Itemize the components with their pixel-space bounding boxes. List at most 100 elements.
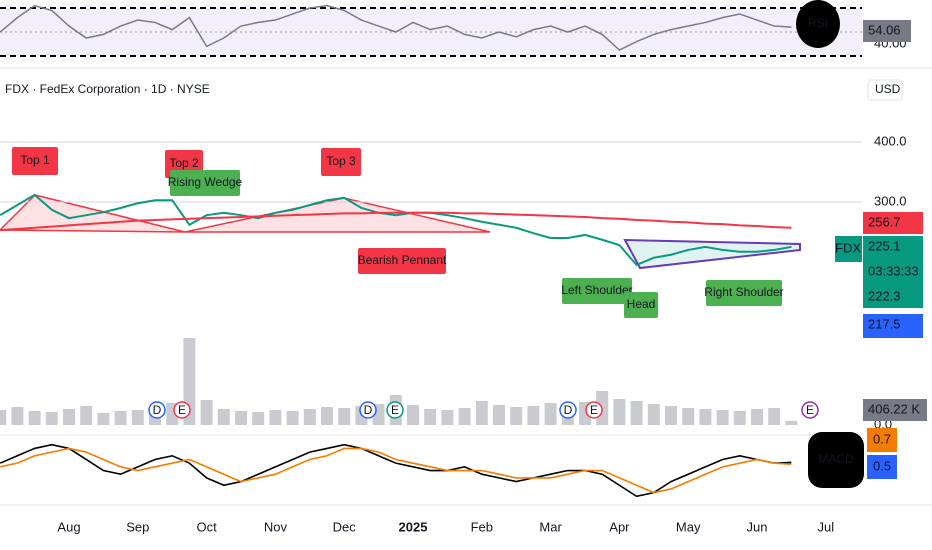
- volume-bar: [303, 409, 316, 425]
- x-tick-label: Nov: [264, 519, 288, 534]
- annotation-box: [170, 170, 240, 196]
- volume-bar: [544, 403, 557, 425]
- volume-bar: [269, 410, 282, 425]
- event-label: E: [590, 403, 598, 417]
- series-line: [0, 211, 792, 232]
- volume-bar: [510, 407, 523, 425]
- rsi-badge-label: 54.06: [868, 22, 901, 37]
- annotation-label: Head: [627, 297, 656, 311]
- volume-bar: [768, 408, 781, 425]
- volume-bar: [97, 413, 110, 425]
- volume-bar: [682, 408, 695, 425]
- currency-box: [867, 79, 903, 101]
- volume-bar: [11, 407, 24, 425]
- macd-badge-label: 0.7: [873, 431, 891, 446]
- price-badge: [863, 212, 923, 234]
- annotation-label: Top 3: [326, 154, 356, 168]
- volume-bar: [0, 410, 7, 425]
- countdown: 03:33:33: [868, 263, 919, 278]
- volume-bar: [716, 410, 729, 425]
- event-label: D: [364, 403, 373, 417]
- volume-bar: [630, 401, 643, 425]
- annotation-label: Right Shoulder: [704, 285, 783, 299]
- volume-bar: [45, 412, 58, 425]
- x-tick-label: Mar: [539, 519, 562, 534]
- volume-bar: [63, 409, 75, 425]
- macd-title: MACD: [818, 452, 854, 466]
- y-tick-label: 400.0: [874, 134, 907, 149]
- x-tick-label: Jul: [817, 519, 834, 534]
- annotation-label: Top 2: [169, 156, 199, 170]
- event-marker: [148, 401, 166, 419]
- volume-bar: [28, 411, 41, 425]
- x-tick-label: Aug: [57, 519, 80, 534]
- annotation-box: [12, 147, 58, 175]
- price-badge-label: 217.5: [868, 316, 901, 331]
- volume-bar: [252, 412, 265, 425]
- macd-badge: [867, 455, 897, 479]
- event-marker: [559, 401, 577, 419]
- volume-bar: [458, 408, 471, 425]
- annotation-box: [358, 248, 446, 274]
- chart-title: FDX · FedEx Corporation · 1D · NYSE: [5, 82, 210, 96]
- price-badge: [863, 286, 923, 308]
- event-label: D: [153, 403, 162, 417]
- macd-badge-label: 0.5: [873, 458, 891, 473]
- event-marker: [585, 401, 603, 419]
- annotation-label: Bearish Pennant: [358, 253, 447, 267]
- annotation-box: [562, 278, 632, 304]
- volume-bar: [699, 409, 712, 425]
- x-tick-label: Sep: [126, 519, 149, 534]
- volume-bar: [647, 404, 660, 425]
- series-line: [0, 447, 792, 494]
- x-tick-label: Oct: [196, 519, 217, 534]
- x-tick-label: Jun: [747, 519, 768, 534]
- volume-bar: [131, 410, 144, 425]
- pattern-triangle: [184, 197, 491, 233]
- volume-bar: [785, 420, 798, 425]
- volume-bar: [80, 406, 93, 425]
- price-badge-label: 256.7: [868, 214, 901, 229]
- rsi-title-bg: [796, 0, 840, 48]
- volume-bar: [114, 411, 127, 425]
- annotation-box: [624, 292, 658, 318]
- macd-badge: [867, 428, 897, 452]
- volume-bar: [493, 405, 505, 425]
- x-tick-label: May: [676, 519, 701, 534]
- volume-bar: [321, 407, 333, 425]
- event-label: E: [391, 403, 399, 417]
- volume-bar: [200, 400, 213, 425]
- volume-bar: [235, 411, 247, 425]
- macd-title-bg: [808, 432, 864, 488]
- event-marker: [173, 401, 191, 419]
- volume-bar: [424, 409, 437, 425]
- event-label: E: [178, 403, 186, 417]
- annotation-label: Top 1: [20, 153, 50, 167]
- x-tick-label: Dec: [333, 519, 357, 534]
- volume-bar: [665, 406, 677, 425]
- volume-bar: [751, 409, 763, 425]
- price-badge-label: 222.3: [868, 288, 901, 303]
- volume-bar: [338, 408, 351, 425]
- annotation-box: [321, 148, 361, 176]
- price-badge-label: 225.1: [868, 238, 901, 253]
- event-label: E: [806, 403, 814, 417]
- x-tick-label: Feb: [471, 519, 493, 534]
- volume-badge-label: 406.22 K: [868, 401, 920, 416]
- annotation-label: Left Shoulder: [561, 283, 632, 297]
- volume-bar: [407, 405, 419, 425]
- event-marker: [386, 401, 404, 419]
- x-tick-label: 2025: [399, 519, 428, 534]
- symbol-tag: [835, 236, 862, 262]
- price-badge: [863, 314, 923, 338]
- series-line: [0, 193, 792, 267]
- annotation-label: Rising Wedge: [168, 175, 243, 189]
- annotation-box: [706, 280, 782, 306]
- event-marker: [359, 401, 377, 419]
- x-tick-label: Apr: [609, 519, 630, 534]
- volume-bar: [441, 410, 454, 425]
- volume-bar: [217, 409, 230, 425]
- currency: USD: [875, 82, 901, 96]
- rsi-title: RSI: [808, 16, 828, 30]
